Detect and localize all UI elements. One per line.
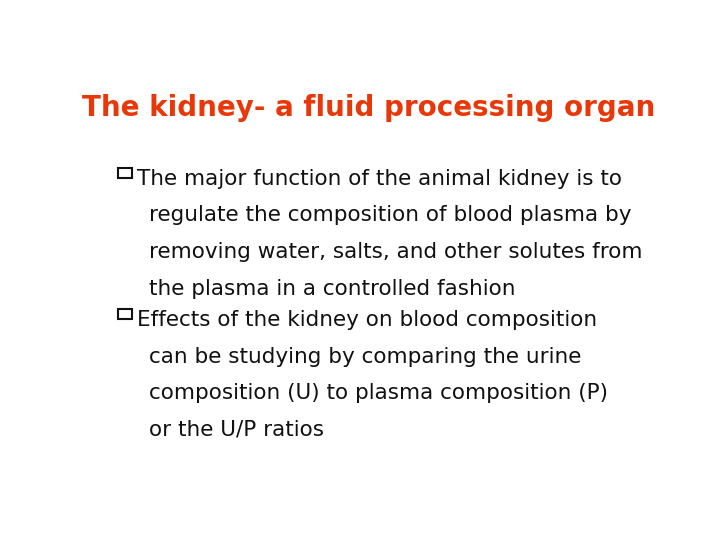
Text: or the U/P ratios: or the U/P ratios: [148, 420, 323, 440]
Text: regulate the composition of blood plasma by: regulate the composition of blood plasma…: [148, 205, 631, 225]
Text: The kidney- a fluid processing organ: The kidney- a fluid processing organ: [82, 94, 656, 122]
Text: The major function of the animal kidney is to: The major function of the animal kidney …: [138, 168, 622, 189]
Text: can be studying by comparing the urine: can be studying by comparing the urine: [148, 347, 581, 367]
Text: Effects of the kidney on blood composition: Effects of the kidney on blood compositi…: [138, 310, 598, 330]
Text: the plasma in a controlled fashion: the plasma in a controlled fashion: [148, 279, 515, 299]
Text: composition (U) to plasma composition (P): composition (U) to plasma composition (P…: [148, 383, 608, 403]
Text: removing water, salts, and other solutes from: removing water, salts, and other solutes…: [148, 242, 642, 262]
